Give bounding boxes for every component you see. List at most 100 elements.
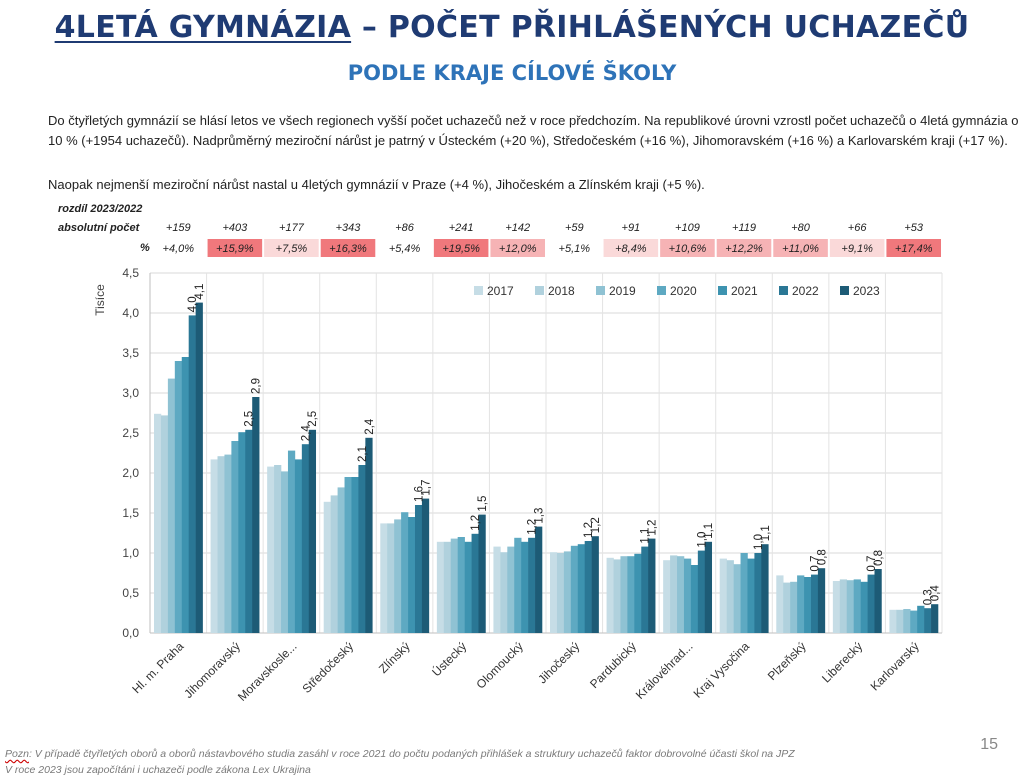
diff-abs-cell: +59 [565, 222, 584, 234]
diff-abs-cell: +91 [622, 222, 641, 234]
bar [344, 477, 352, 633]
bar [471, 533, 479, 633]
bar [337, 487, 345, 633]
y-axis-label: Tisíce [93, 284, 107, 316]
diff-pct-highlight [264, 239, 319, 257]
bar [493, 546, 501, 633]
page-number: 15 [980, 736, 998, 753]
diff-abs-cell: +66 [848, 222, 868, 234]
diff-abs-cell: +119 [732, 222, 756, 234]
data-label: 2,9 [251, 378, 263, 394]
legend-swatch [535, 286, 544, 295]
bar [577, 544, 585, 633]
data-label: 0,8 [816, 549, 828, 565]
data-label: 0,7 [809, 556, 821, 572]
bar [181, 357, 189, 633]
legend-swatch [840, 286, 849, 295]
diff-table-header: rozdíl 2023/2022 [58, 203, 142, 215]
data-label: 1,2 [647, 520, 659, 536]
diff-pct-cell: +12,0% [499, 243, 537, 255]
title-rest: – POČET PŘIHLÁŠENÝCH UCHAZEČŮ [351, 10, 970, 45]
legend-label: 2022 [792, 284, 819, 298]
bar [754, 553, 762, 633]
diff-pct-highlight [603, 239, 659, 257]
legend-swatch [474, 286, 483, 295]
data-label: 4,1 [194, 284, 206, 300]
legend-label: 2017 [487, 284, 514, 298]
footnote-prefix: Pozn [5, 748, 29, 760]
footnote: Pozn: V případě čtyřletých oborů a oborů… [5, 746, 995, 778]
diff-pct-highlight [660, 239, 715, 257]
bar [195, 302, 203, 633]
bar [380, 523, 388, 633]
bar [408, 517, 416, 633]
data-label: 2,4 [300, 425, 312, 442]
data-label: 2,4 [364, 418, 376, 435]
diff-abs-cell: +109 [675, 222, 700, 234]
bar [613, 559, 621, 633]
y-tick-label: 0,5 [122, 586, 139, 600]
bar [478, 514, 486, 633]
diff-pct-cell: +7,5% [276, 243, 308, 255]
bar [267, 466, 275, 633]
bar [817, 568, 826, 633]
bar [832, 581, 841, 633]
bar [591, 536, 599, 633]
bar [351, 477, 359, 633]
bar [210, 459, 218, 633]
bar [160, 415, 169, 633]
diff-pct-highlight [716, 239, 772, 257]
bar [867, 574, 875, 633]
data-label: 0,4 [930, 585, 942, 602]
data-label: 2,5 [307, 411, 319, 427]
bar [874, 569, 882, 633]
y-tick-label: 3,5 [122, 346, 139, 360]
y-tick-label: 3,0 [122, 386, 139, 400]
y-tick-label: 1,0 [122, 546, 139, 560]
bar [421, 498, 430, 633]
bar [365, 437, 373, 633]
data-label: 0,8 [873, 550, 885, 566]
bar [521, 541, 529, 633]
footnote-line2: V roce 2023 jsou započítáni i uchazeči p… [5, 764, 311, 776]
diff-pct-highlight [320, 239, 376, 257]
bar [281, 471, 289, 633]
diff-pct-cell: +16,3% [329, 243, 367, 255]
diff-pct-highlight [829, 239, 885, 257]
category-label: Ústecký [428, 639, 469, 680]
bar [217, 456, 225, 633]
legend-swatch [779, 286, 788, 295]
bar [224, 454, 232, 633]
diff-abs-cell: +80 [791, 222, 811, 234]
data-label: 2,5 [244, 411, 256, 427]
data-label: 1,2 [583, 522, 595, 538]
data-label: 2,1 [357, 446, 369, 462]
bar [726, 560, 734, 633]
bar [238, 432, 246, 633]
page-subtitle: PODLE KRAJE CÍLOVÉ ŠKOLY [347, 61, 677, 85]
bar [860, 581, 868, 633]
y-tick-label: 4,0 [122, 306, 139, 320]
legend-swatch [657, 286, 666, 295]
bar [896, 609, 904, 633]
y-tick-label: 2,5 [122, 426, 139, 440]
data-label: 1,2 [527, 519, 539, 535]
data-label: 0,7 [866, 556, 878, 572]
bar [663, 560, 671, 633]
diff-pct-cell: +5,1% [559, 243, 591, 255]
bar [500, 552, 508, 633]
legend-swatch [718, 286, 727, 295]
bar [704, 541, 713, 633]
bar [394, 519, 402, 633]
diff-abs-cell: +142 [505, 222, 530, 234]
category-label: Olomoucký [473, 639, 525, 691]
bar [294, 459, 303, 633]
bar [252, 397, 260, 633]
data-label: 1,6 [413, 486, 425, 502]
diff-abs-cell: +343 [336, 222, 362, 234]
bar [797, 575, 805, 633]
bar [620, 556, 628, 633]
diff-pct-highlight [207, 239, 263, 257]
bar [804, 577, 812, 633]
bar [535, 526, 543, 633]
